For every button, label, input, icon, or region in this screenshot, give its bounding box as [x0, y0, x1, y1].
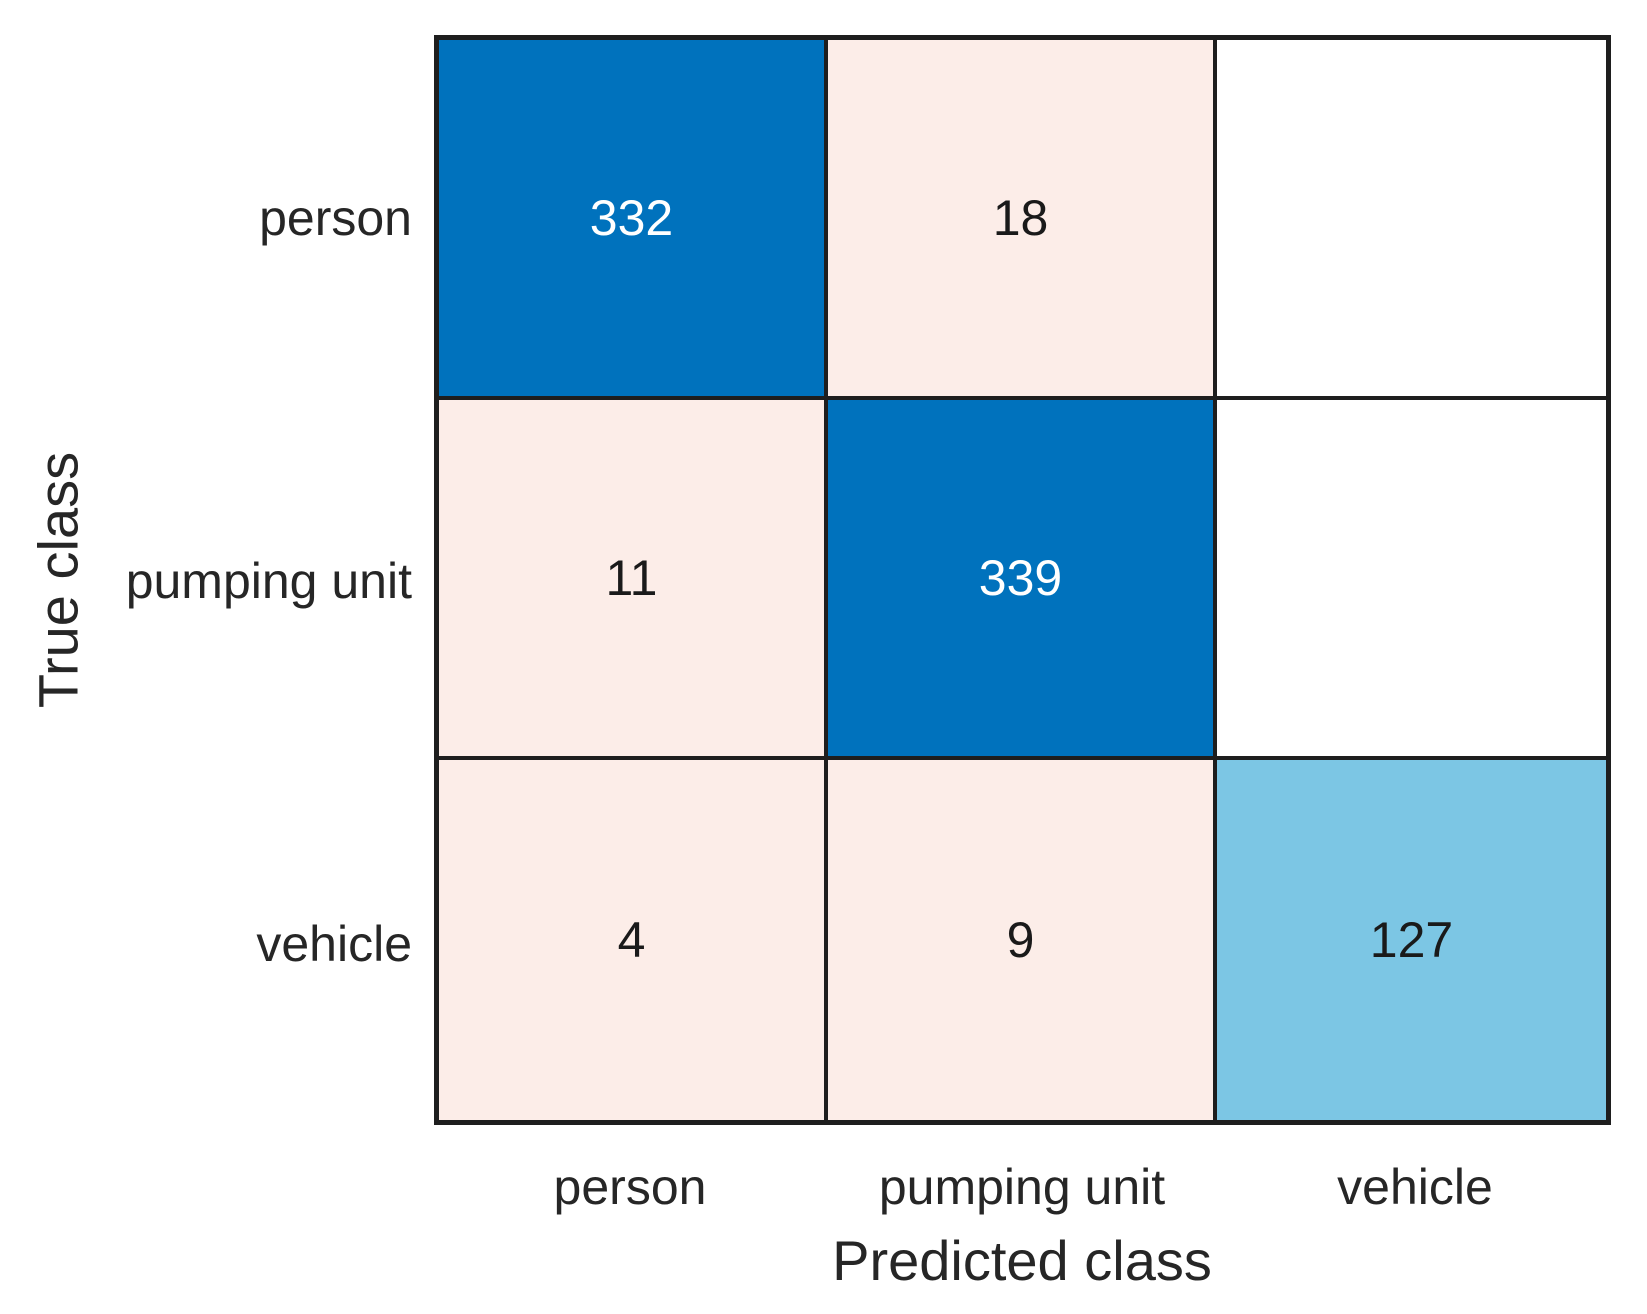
y-tick-person: person — [259, 190, 412, 246]
matrix-cell-pumping-unit-pumping-unit: 339 — [828, 400, 1217, 760]
x-tick-person: person — [553, 1159, 707, 1215]
y-tick-vehicle: vehicle — [256, 916, 412, 972]
matrix-cell-vehicle-pumping-unit: 9 — [828, 760, 1217, 1120]
matrix-cell-person-person: 332 — [439, 40, 828, 400]
x-axis-title: Predicted class — [832, 1229, 1212, 1292]
matrix-cell-vehicle-person: 4 — [439, 760, 828, 1120]
matrix-cell-person-pumping-unit: 18 — [828, 40, 1217, 400]
x-tick-vehicle: vehicle — [1337, 1159, 1493, 1215]
x-tick-pumping-unit: pumping unit — [878, 1159, 1166, 1215]
matrix-grid: 332 18 11 339 4 9 127 — [434, 35, 1611, 1125]
matrix-cell-pumping-unit-vehicle — [1217, 400, 1606, 760]
matrix-cell-vehicle-vehicle: 127 — [1217, 760, 1606, 1120]
y-tick-pumping-unit: pumping unit — [125, 553, 412, 609]
matrix-cell-person-vehicle — [1217, 40, 1606, 400]
matrix-cell-pumping-unit-person: 11 — [439, 400, 828, 760]
